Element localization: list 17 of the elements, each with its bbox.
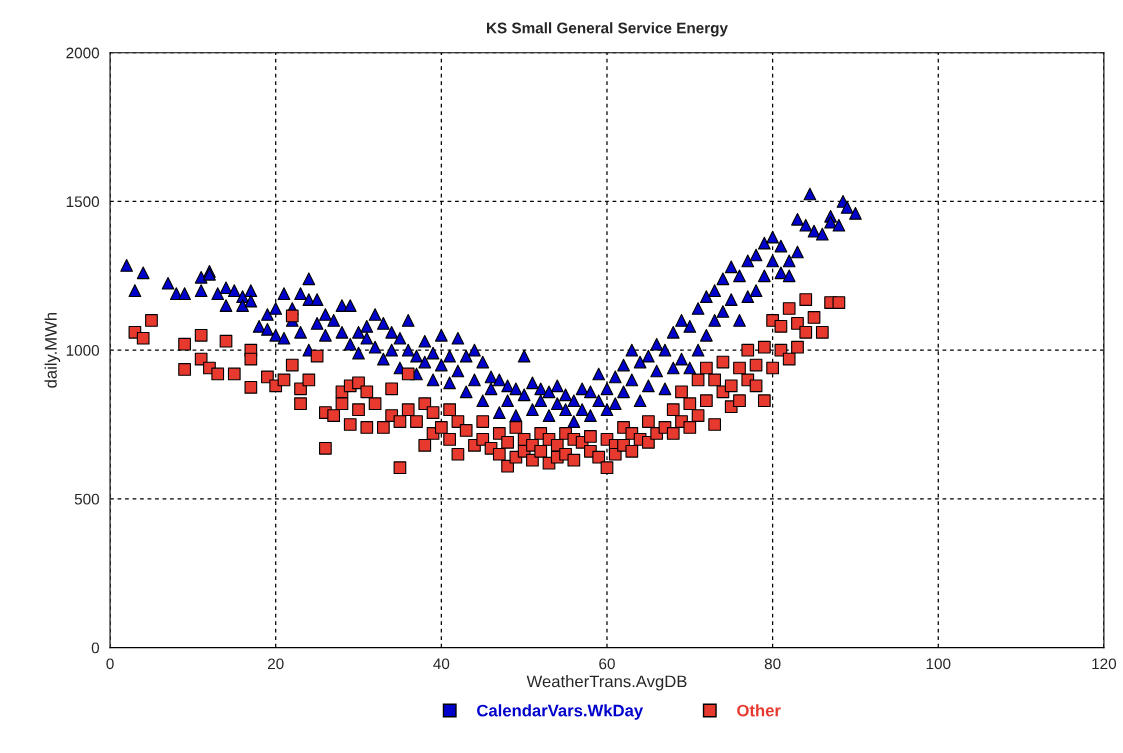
x-tick-label: 60: [599, 658, 615, 670]
legend-label: CalendarVars.WkDay: [477, 704, 644, 720]
y-tick-label: 500: [74, 493, 100, 505]
chart-title: KS Small General Service Energy: [487, 22, 728, 37]
x-tick-label: 120: [1092, 658, 1117, 670]
y-tick-label: 1500: [66, 196, 100, 208]
x-tick-label: 40: [433, 658, 450, 670]
x-tick-label: 80: [764, 658, 781, 670]
y-tick-label: 2000: [66, 47, 100, 59]
y-axis-title: daily.MWh: [44, 312, 61, 388]
legend-label: Other: [737, 704, 781, 717]
x-tick-label: 0: [106, 658, 114, 670]
y-tick-label: 1000: [66, 345, 100, 356]
x-axis-title: WeatherTrans.AvgDB: [526, 675, 687, 691]
y-tick-label: 0: [91, 642, 100, 654]
x-tick-label: 20: [267, 658, 284, 670]
x-tick-label: 100: [926, 658, 951, 670]
